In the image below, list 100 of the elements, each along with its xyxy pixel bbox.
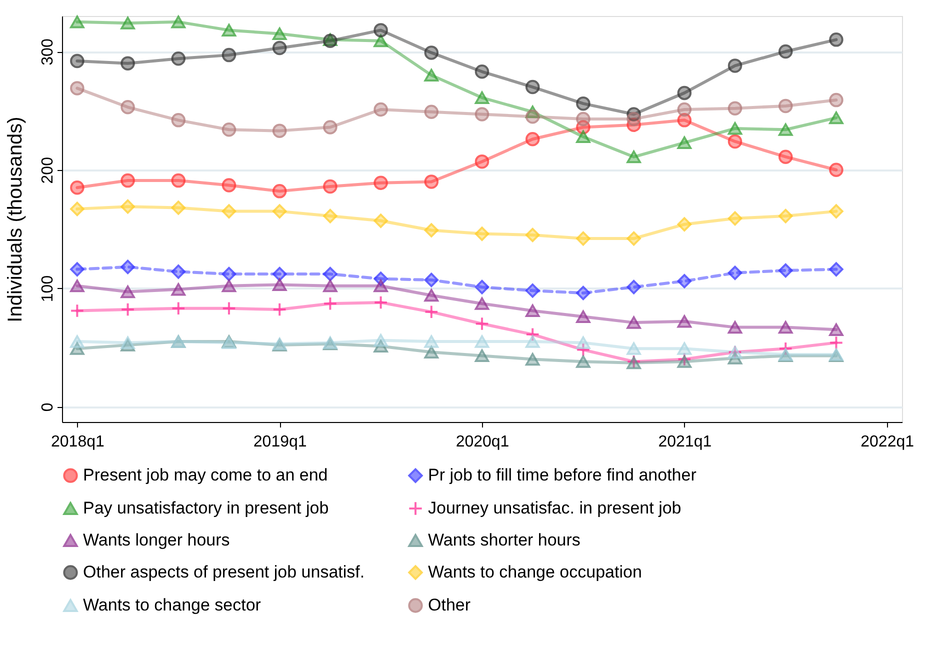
point bbox=[474, 107, 490, 122]
point bbox=[829, 336, 844, 350]
point bbox=[120, 16, 135, 30]
legend-label: Pr job to fill time before find another bbox=[428, 466, 697, 485]
point bbox=[171, 283, 186, 296]
point bbox=[829, 204, 844, 218]
point bbox=[424, 68, 439, 82]
point bbox=[474, 335, 490, 348]
point bbox=[120, 260, 135, 274]
point bbox=[70, 262, 84, 276]
point bbox=[728, 101, 742, 116]
point bbox=[424, 272, 439, 288]
point bbox=[323, 280, 338, 292]
legend-label: Other bbox=[428, 596, 471, 614]
point bbox=[626, 150, 641, 164]
point bbox=[120, 285, 135, 298]
point bbox=[374, 102, 388, 117]
point bbox=[323, 296, 338, 311]
y-axis-title: Individuals (thousands) bbox=[4, 116, 26, 322]
point bbox=[728, 58, 742, 73]
point bbox=[626, 231, 641, 246]
point bbox=[576, 355, 590, 368]
point bbox=[474, 64, 490, 79]
point bbox=[171, 200, 186, 215]
x-tick-label: 2019q1 bbox=[253, 434, 307, 450]
point bbox=[728, 134, 742, 149]
legend-label: Other aspects of present job unsatisf. bbox=[83, 562, 365, 582]
point bbox=[70, 81, 84, 96]
legend-label: Wants to change occupation bbox=[428, 562, 642, 582]
point bbox=[677, 342, 692, 355]
x-tick-label: 2018q1 bbox=[50, 434, 104, 450]
legend-label: Wants longer hours bbox=[83, 530, 230, 550]
point bbox=[222, 122, 236, 137]
point bbox=[626, 280, 641, 294]
point bbox=[778, 321, 793, 334]
point bbox=[272, 204, 287, 218]
point bbox=[778, 263, 793, 278]
point bbox=[222, 178, 236, 192]
y-tick-label: 300 bbox=[40, 38, 56, 66]
point bbox=[171, 16, 186, 28]
legend-label: Wants to change sector bbox=[83, 596, 262, 614]
point bbox=[525, 132, 540, 146]
point bbox=[424, 304, 439, 320]
point bbox=[728, 122, 742, 135]
point bbox=[120, 199, 135, 214]
point bbox=[778, 98, 793, 114]
point bbox=[272, 40, 287, 56]
point bbox=[222, 301, 236, 316]
point bbox=[778, 208, 793, 224]
point bbox=[272, 266, 287, 282]
point bbox=[677, 315, 692, 328]
point bbox=[728, 266, 742, 280]
point bbox=[829, 32, 844, 47]
point bbox=[120, 173, 135, 188]
point bbox=[424, 174, 439, 189]
legend-label: Wants shorter hours bbox=[428, 530, 580, 550]
point bbox=[70, 16, 84, 28]
point bbox=[525, 283, 540, 298]
point bbox=[374, 295, 388, 310]
point bbox=[525, 80, 540, 94]
point bbox=[171, 301, 186, 316]
point bbox=[474, 297, 490, 310]
point bbox=[323, 120, 338, 134]
point bbox=[222, 280, 236, 292]
point bbox=[677, 355, 692, 368]
y-tick-label: 100 bbox=[40, 275, 56, 302]
point bbox=[120, 100, 135, 114]
legend-label: Pay unsatisfactory in present job bbox=[83, 498, 329, 518]
point bbox=[424, 223, 439, 238]
point bbox=[525, 327, 540, 342]
point bbox=[424, 335, 439, 348]
point bbox=[374, 334, 388, 347]
point bbox=[70, 180, 84, 195]
point bbox=[323, 266, 338, 282]
point bbox=[829, 162, 844, 177]
point bbox=[474, 349, 490, 362]
point bbox=[474, 316, 490, 331]
point bbox=[525, 110, 540, 124]
legend-label: Present job may come to an end bbox=[83, 466, 328, 485]
x-tick-label: 2020q1 bbox=[456, 434, 510, 450]
point bbox=[677, 86, 692, 100]
point bbox=[576, 112, 590, 126]
point bbox=[728, 321, 742, 334]
point bbox=[778, 341, 793, 356]
point bbox=[424, 46, 439, 60]
point bbox=[576, 310, 590, 323]
point bbox=[272, 184, 287, 198]
point bbox=[829, 92, 844, 108]
point bbox=[272, 302, 287, 317]
point bbox=[474, 280, 490, 294]
point bbox=[374, 280, 388, 292]
point bbox=[677, 136, 692, 149]
point bbox=[171, 113, 186, 128]
point bbox=[626, 112, 641, 126]
point bbox=[70, 54, 84, 68]
point bbox=[374, 176, 388, 190]
point bbox=[778, 123, 793, 136]
point bbox=[70, 202, 84, 216]
point bbox=[677, 274, 692, 288]
point bbox=[576, 336, 590, 349]
